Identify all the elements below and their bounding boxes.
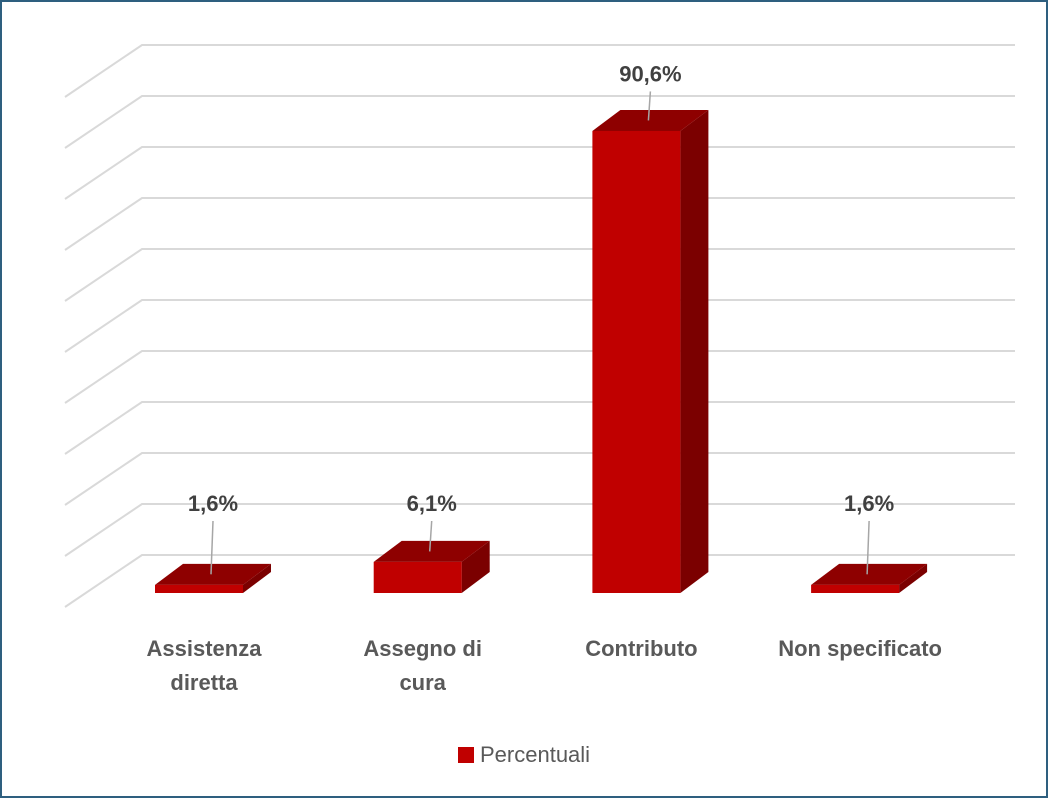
bar-top <box>155 563 271 585</box>
data-label: 90,6% <box>619 61 681 86</box>
grid-line <box>64 503 1015 557</box>
grid-line <box>64 554 1015 608</box>
bar <box>811 584 900 593</box>
grid-line <box>64 146 1015 200</box>
data-label: 6,1% <box>407 491 457 516</box>
x-tick-label: Non specificato <box>778 636 942 661</box>
bar-top <box>811 563 928 585</box>
grid-line <box>64 197 1015 251</box>
leader-line <box>647 91 652 121</box>
leader-line <box>866 520 870 575</box>
bar-side <box>243 563 271 593</box>
legend-label: Percentuali <box>480 742 590 767</box>
leader-line <box>428 520 433 552</box>
leader-line <box>210 520 214 575</box>
bar-top <box>592 109 709 131</box>
grid-line <box>64 350 1015 404</box>
x-tick-label: Assistenza diretta <box>146 636 262 695</box>
grid-line <box>64 401 1015 455</box>
bar-side <box>461 540 490 593</box>
data-label: 1,6% <box>188 491 238 516</box>
bar-side <box>899 563 928 593</box>
data-label: 1,6% <box>844 491 894 516</box>
grid-line <box>64 95 1015 149</box>
bar <box>373 561 462 593</box>
grid-line <box>64 248 1015 302</box>
bar-side <box>680 109 709 593</box>
bar-top <box>373 540 490 562</box>
legend-swatch <box>458 747 474 763</box>
x-tick-label: Contributo <box>585 636 698 661</box>
bar <box>155 584 243 593</box>
grid-line <box>64 44 1015 98</box>
bar <box>592 130 681 593</box>
grid-line <box>64 299 1015 353</box>
grid-line <box>64 452 1015 506</box>
x-tick-label: Assegno di cura <box>363 636 482 695</box>
